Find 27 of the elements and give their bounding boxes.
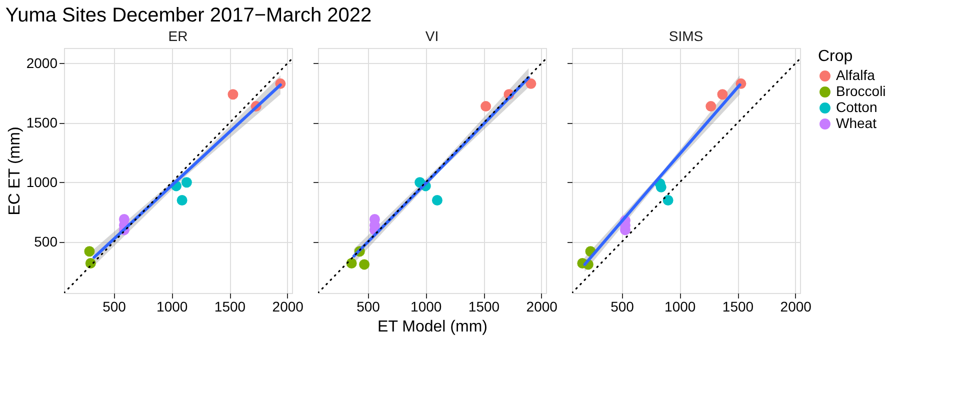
- legend-label: Broccoli: [836, 83, 886, 99]
- x-axis-title: ET Model (mm): [378, 318, 488, 336]
- y-tick-label: 500: [34, 233, 58, 250]
- chart-subtitle: SIMS: [668, 28, 704, 44]
- x-tick-label: 1000: [410, 298, 442, 314]
- chart-subtitle: ER: [168, 28, 188, 44]
- x-tick-label: 500: [356, 298, 380, 314]
- y-tick-label: 1000: [26, 174, 58, 190]
- legend-label: Wheat: [836, 115, 877, 131]
- x-tick-label: 1500: [214, 298, 246, 314]
- x-tick-label: 1000: [664, 298, 696, 314]
- x-tick-label: 1500: [722, 298, 754, 314]
- chart-subtitle: VI: [425, 28, 439, 44]
- x-tick-label: 2000: [780, 298, 812, 314]
- y-tick-label: 2000: [26, 54, 58, 71]
- x-tick-label: 500: [102, 298, 126, 314]
- x-tick-label: 2000: [526, 298, 558, 314]
- x-tick-label: 500: [610, 298, 634, 314]
- y-axis-title: EC ET (mm): [6, 126, 24, 216]
- chart-title: Yuma Sites December 2017−March 2022: [5, 4, 372, 26]
- legend-label: Cotton: [836, 99, 878, 115]
- legend-label: Alfalfa: [836, 67, 876, 83]
- x-tick-label: 1000: [156, 298, 188, 314]
- x-tick-label: 1500: [468, 298, 500, 314]
- y-tick-label: 1500: [26, 114, 58, 130]
- x-tick-label: 2000: [272, 298, 304, 314]
- legend-title: Crop: [818, 48, 853, 65]
